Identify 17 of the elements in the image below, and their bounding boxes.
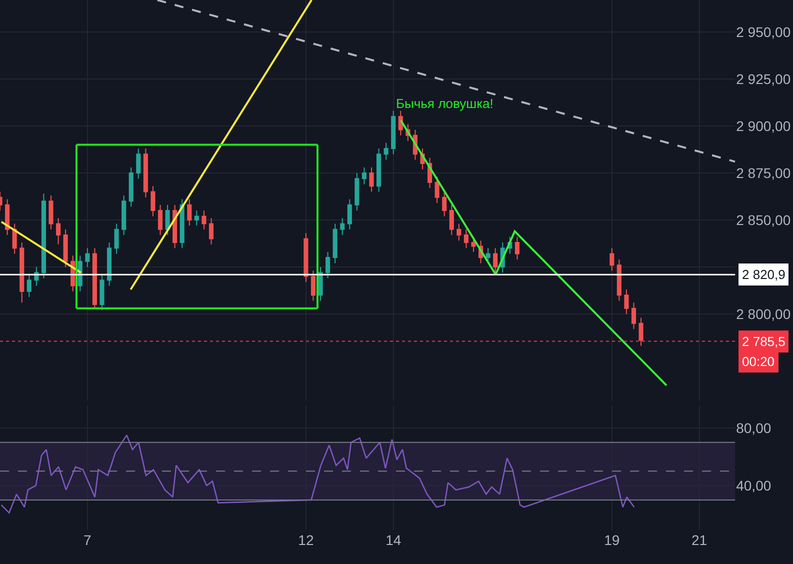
x-tick-label: 12 (298, 532, 314, 548)
ref-line-label: 2 785,5 (742, 334, 786, 349)
y-tick-label: 2 850,00 (736, 212, 791, 228)
x-tick-label: 14 (386, 532, 402, 548)
y-tick-label: 80,00 (736, 420, 772, 436)
ref-line-label: 2 820,9 (742, 267, 786, 282)
y-tick-label: 2 900,00 (736, 118, 791, 134)
x-tick-label: 21 (692, 532, 708, 548)
y-tick-label: 2 875,00 (736, 164, 791, 181)
y-tick-label: 2 925,00 (736, 70, 791, 87)
text: 00:20 (742, 354, 775, 369)
y-tick-label: 2 950,00 (736, 24, 791, 40)
y-tick-label: 2 800,00 (736, 306, 791, 322)
annotation: Бычья ловушка! (396, 96, 494, 111)
y-tick-label: 40,00 (736, 477, 772, 494)
x-tick-label: 19 (604, 532, 620, 548)
x-tick-label: 7 (84, 532, 92, 548)
